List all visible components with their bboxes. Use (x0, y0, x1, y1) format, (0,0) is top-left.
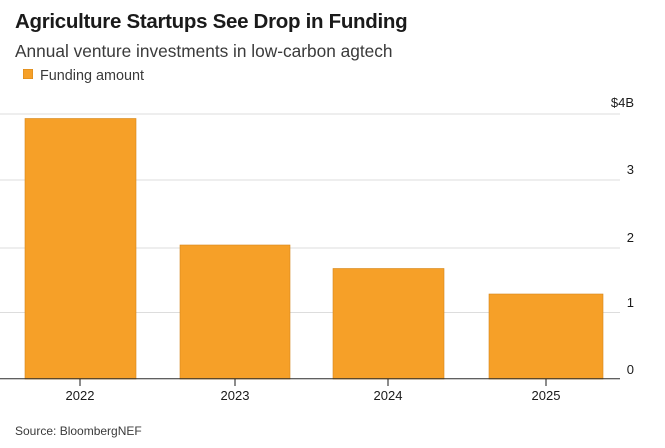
svg-text:2: 2 (627, 230, 634, 245)
svg-text:2024: 2024 (374, 388, 403, 403)
svg-text:2025: 2025 (532, 388, 561, 403)
svg-text:$4B: $4B (611, 95, 634, 110)
svg-text:0: 0 (627, 362, 634, 377)
svg-text:1: 1 (627, 295, 634, 310)
svg-text:2022: 2022 (66, 388, 95, 403)
svg-text:3: 3 (627, 162, 634, 177)
svg-text:2023: 2023 (221, 388, 250, 403)
